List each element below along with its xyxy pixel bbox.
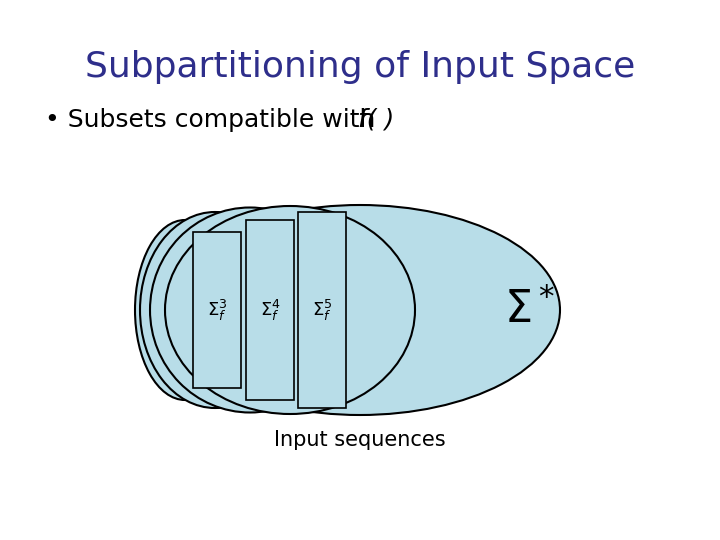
Text: $\Sigma^*$: $\Sigma^*$ [505,288,556,332]
Bar [298,212,346,408]
Ellipse shape [140,212,290,408]
Text: $\Sigma_f^3$: $\Sigma_f^3$ [207,298,228,322]
Bar [246,220,294,400]
Ellipse shape [165,206,415,414]
Text: $\Sigma_f^4$: $\Sigma_f^4$ [260,298,280,322]
Ellipse shape [160,205,560,415]
Text: • Subsets compatible with: • Subsets compatible with [45,108,383,132]
Text: Subpartitioning of Input Space: Subpartitioning of Input Space [85,50,635,84]
Text: f( ): f( ) [358,108,395,132]
Ellipse shape [135,220,235,400]
Text: $\Sigma_f^5$: $\Sigma_f^5$ [312,298,332,322]
Text: Input sequences: Input sequences [274,430,446,450]
Bar [193,232,241,388]
Ellipse shape [150,207,350,413]
